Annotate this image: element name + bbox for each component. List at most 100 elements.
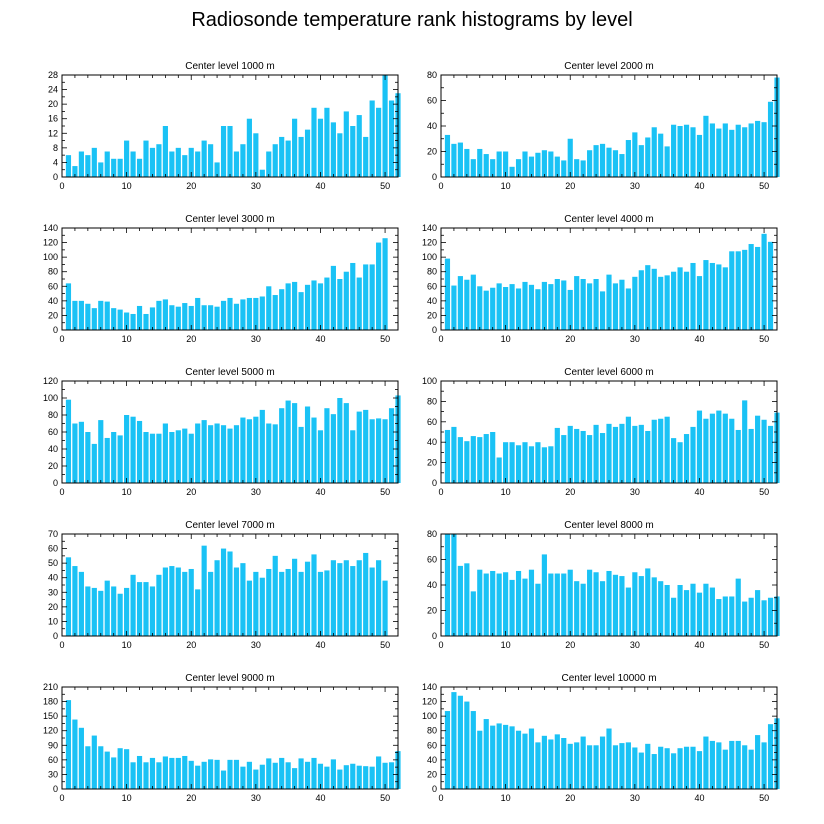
y-tick-label: 120: [43, 238, 58, 248]
bar: [143, 582, 149, 636]
bar: [554, 734, 560, 789]
bar: [266, 758, 272, 789]
x-tick-label: 10: [501, 181, 511, 191]
panel-3: Center level 3000 m 0 10 20 30 40 50 0 20 40 60 80 1…: [43, 214, 399, 344]
bar: [645, 137, 651, 177]
bar: [124, 587, 130, 636]
bar: [246, 297, 252, 330]
y-tick-label: 20: [427, 769, 437, 779]
panel-6: Center level 6000 m 0 10 20 30 40 50 0 20 40 60 80 1…: [422, 367, 780, 497]
bar: [703, 583, 709, 636]
bar: [464, 279, 470, 330]
bar: [638, 270, 644, 330]
x-tick-label: 40: [315, 793, 325, 803]
bar: [343, 271, 349, 330]
bar: [149, 757, 156, 789]
bar: [382, 580, 388, 636]
bar: [324, 107, 330, 177]
panel-10: Center level 10000 m 0 10 20 30 40 50 0 20 40 60 80…: [422, 673, 780, 803]
bar: [285, 400, 291, 483]
bar: [651, 577, 657, 636]
bar: [117, 748, 123, 789]
bar: [593, 424, 599, 483]
bar: [696, 410, 703, 483]
y-tick-label: 0: [53, 325, 58, 335]
bar: [619, 743, 625, 789]
y-tick-label: 28: [48, 70, 58, 80]
bar: [382, 762, 388, 789]
bar: [311, 417, 317, 483]
bar: [182, 155, 188, 177]
bar: [509, 284, 515, 330]
bar: [65, 399, 72, 483]
bar: [767, 101, 774, 177]
bar: [72, 423, 78, 483]
x-tick-label: 40: [694, 334, 704, 344]
bar: [755, 120, 761, 177]
bar: [182, 571, 188, 636]
bar: [72, 300, 78, 330]
bar: [72, 166, 78, 177]
bar: [111, 432, 117, 483]
bar: [522, 151, 528, 177]
bar: [298, 292, 304, 330]
bar: [85, 303, 91, 330]
bar: [356, 115, 362, 177]
bar: [136, 582, 143, 636]
x-tick-label: 40: [315, 334, 325, 344]
bar: [755, 735, 761, 789]
x-tick-label: 40: [315, 640, 325, 650]
bar: [457, 695, 463, 789]
bar: [671, 438, 677, 483]
bar: [356, 411, 362, 483]
y-tick-label: 4: [53, 157, 58, 167]
x-tick-label: 20: [565, 793, 575, 803]
bar: [72, 719, 78, 789]
bar: [214, 162, 220, 177]
y-tick-label: 60: [427, 96, 437, 106]
bar: [104, 437, 110, 483]
bar: [175, 567, 181, 636]
bar: [470, 436, 476, 483]
bar: [574, 159, 580, 177]
bar: [503, 442, 509, 483]
bar: [136, 305, 143, 330]
bar: [638, 576, 644, 636]
bar: [317, 763, 324, 789]
bar: [85, 155, 91, 177]
y-tick-label: 80: [427, 70, 437, 80]
bar: [554, 427, 560, 483]
bar: [91, 443, 97, 483]
bar: [755, 246, 761, 330]
bar: [169, 432, 175, 483]
bar: [298, 758, 304, 789]
bar: [259, 169, 265, 177]
bar: [227, 428, 233, 483]
bar: [292, 281, 298, 330]
panel-title: Center level 6000 m: [564, 367, 654, 378]
bar: [65, 557, 72, 636]
bar: [528, 284, 535, 330]
bar: [220, 548, 227, 636]
bar: [664, 748, 670, 789]
y-tick-label: 50: [48, 558, 58, 568]
bar: [690, 583, 696, 636]
bar: [664, 275, 670, 330]
panel-2: Center level 2000 m 0 10 20 30 40 50 0 20 40 60 80: [427, 61, 780, 191]
bar: [451, 692, 457, 789]
bar: [195, 765, 201, 789]
y-tick-label: 20: [48, 602, 58, 612]
bar: [330, 414, 336, 483]
bar: [376, 560, 382, 636]
bar: [709, 413, 715, 483]
x-tick-label: 10: [122, 793, 132, 803]
bar: [279, 136, 285, 177]
bar: [311, 107, 317, 177]
y-tick-label: 80: [427, 396, 437, 406]
bar: [253, 416, 259, 483]
bar: [703, 736, 709, 789]
bar: [457, 565, 463, 636]
bar: [625, 587, 631, 636]
bar: [246, 118, 252, 177]
